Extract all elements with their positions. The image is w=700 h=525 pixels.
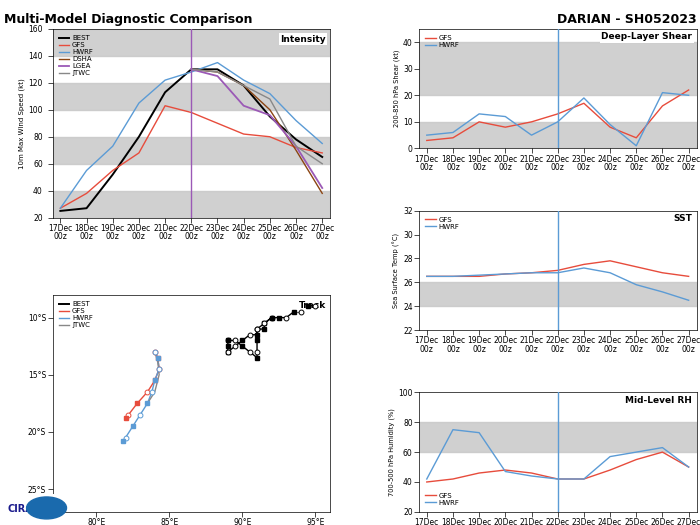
Text: Mid-Level RH: Mid-Level RH xyxy=(626,396,692,405)
Legend: GFS, HWRF: GFS, HWRF xyxy=(422,33,462,51)
Bar xyxy=(419,282,696,306)
Bar xyxy=(419,422,696,452)
Y-axis label: Sea Surface Temp (°C): Sea Surface Temp (°C) xyxy=(393,233,400,308)
Text: Multi-Model Diagnostic Comparison: Multi-Model Diagnostic Comparison xyxy=(4,13,252,26)
Bar xyxy=(419,122,696,149)
Y-axis label: 10m Max Wind Speed (kt): 10m Max Wind Speed (kt) xyxy=(19,78,25,169)
Legend: BEST, GFS, HWRF, DSHA, LGEA, JTWC: BEST, GFS, HWRF, DSHA, LGEA, JTWC xyxy=(56,33,96,79)
Bar xyxy=(52,136,330,164)
Legend: GFS, HWRF: GFS, HWRF xyxy=(422,214,462,233)
Bar xyxy=(52,29,330,56)
Bar xyxy=(52,83,330,110)
Text: SST: SST xyxy=(673,214,692,223)
Text: Track: Track xyxy=(299,301,326,310)
Text: CIRA: CIRA xyxy=(8,505,34,514)
Bar xyxy=(52,191,330,218)
Y-axis label: 700-500 hPa Humidity (%): 700-500 hPa Humidity (%) xyxy=(389,408,396,496)
Text: DARIAN - SH052023: DARIAN - SH052023 xyxy=(557,13,696,26)
Text: Intensity: Intensity xyxy=(280,35,326,44)
Legend: GFS, HWRF: GFS, HWRF xyxy=(422,490,462,508)
Legend: BEST, GFS, HWRF, JTWC: BEST, GFS, HWRF, JTWC xyxy=(56,298,96,331)
Circle shape xyxy=(27,497,66,519)
Y-axis label: 200-850 hPa Shear (kt): 200-850 hPa Shear (kt) xyxy=(393,50,400,128)
Text: Deep-Layer Shear: Deep-Layer Shear xyxy=(601,33,692,41)
Bar xyxy=(419,42,696,96)
